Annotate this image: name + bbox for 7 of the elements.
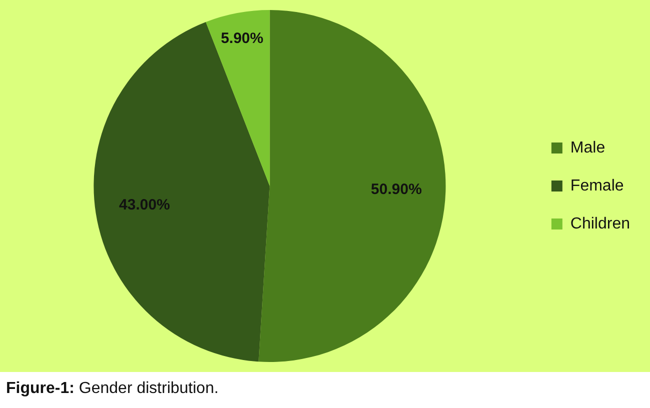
data-label: 50.90%	[370, 181, 422, 198]
legend-label: Male	[570, 139, 606, 156]
data-label: 5.90%	[220, 30, 264, 48]
text: Figure-1: Gender distribution.	[5, 379, 220, 399]
legend-label: Children	[570, 215, 630, 232]
data-label: 43.00%	[119, 196, 170, 214]
legend-label: Female	[570, 177, 624, 194]
